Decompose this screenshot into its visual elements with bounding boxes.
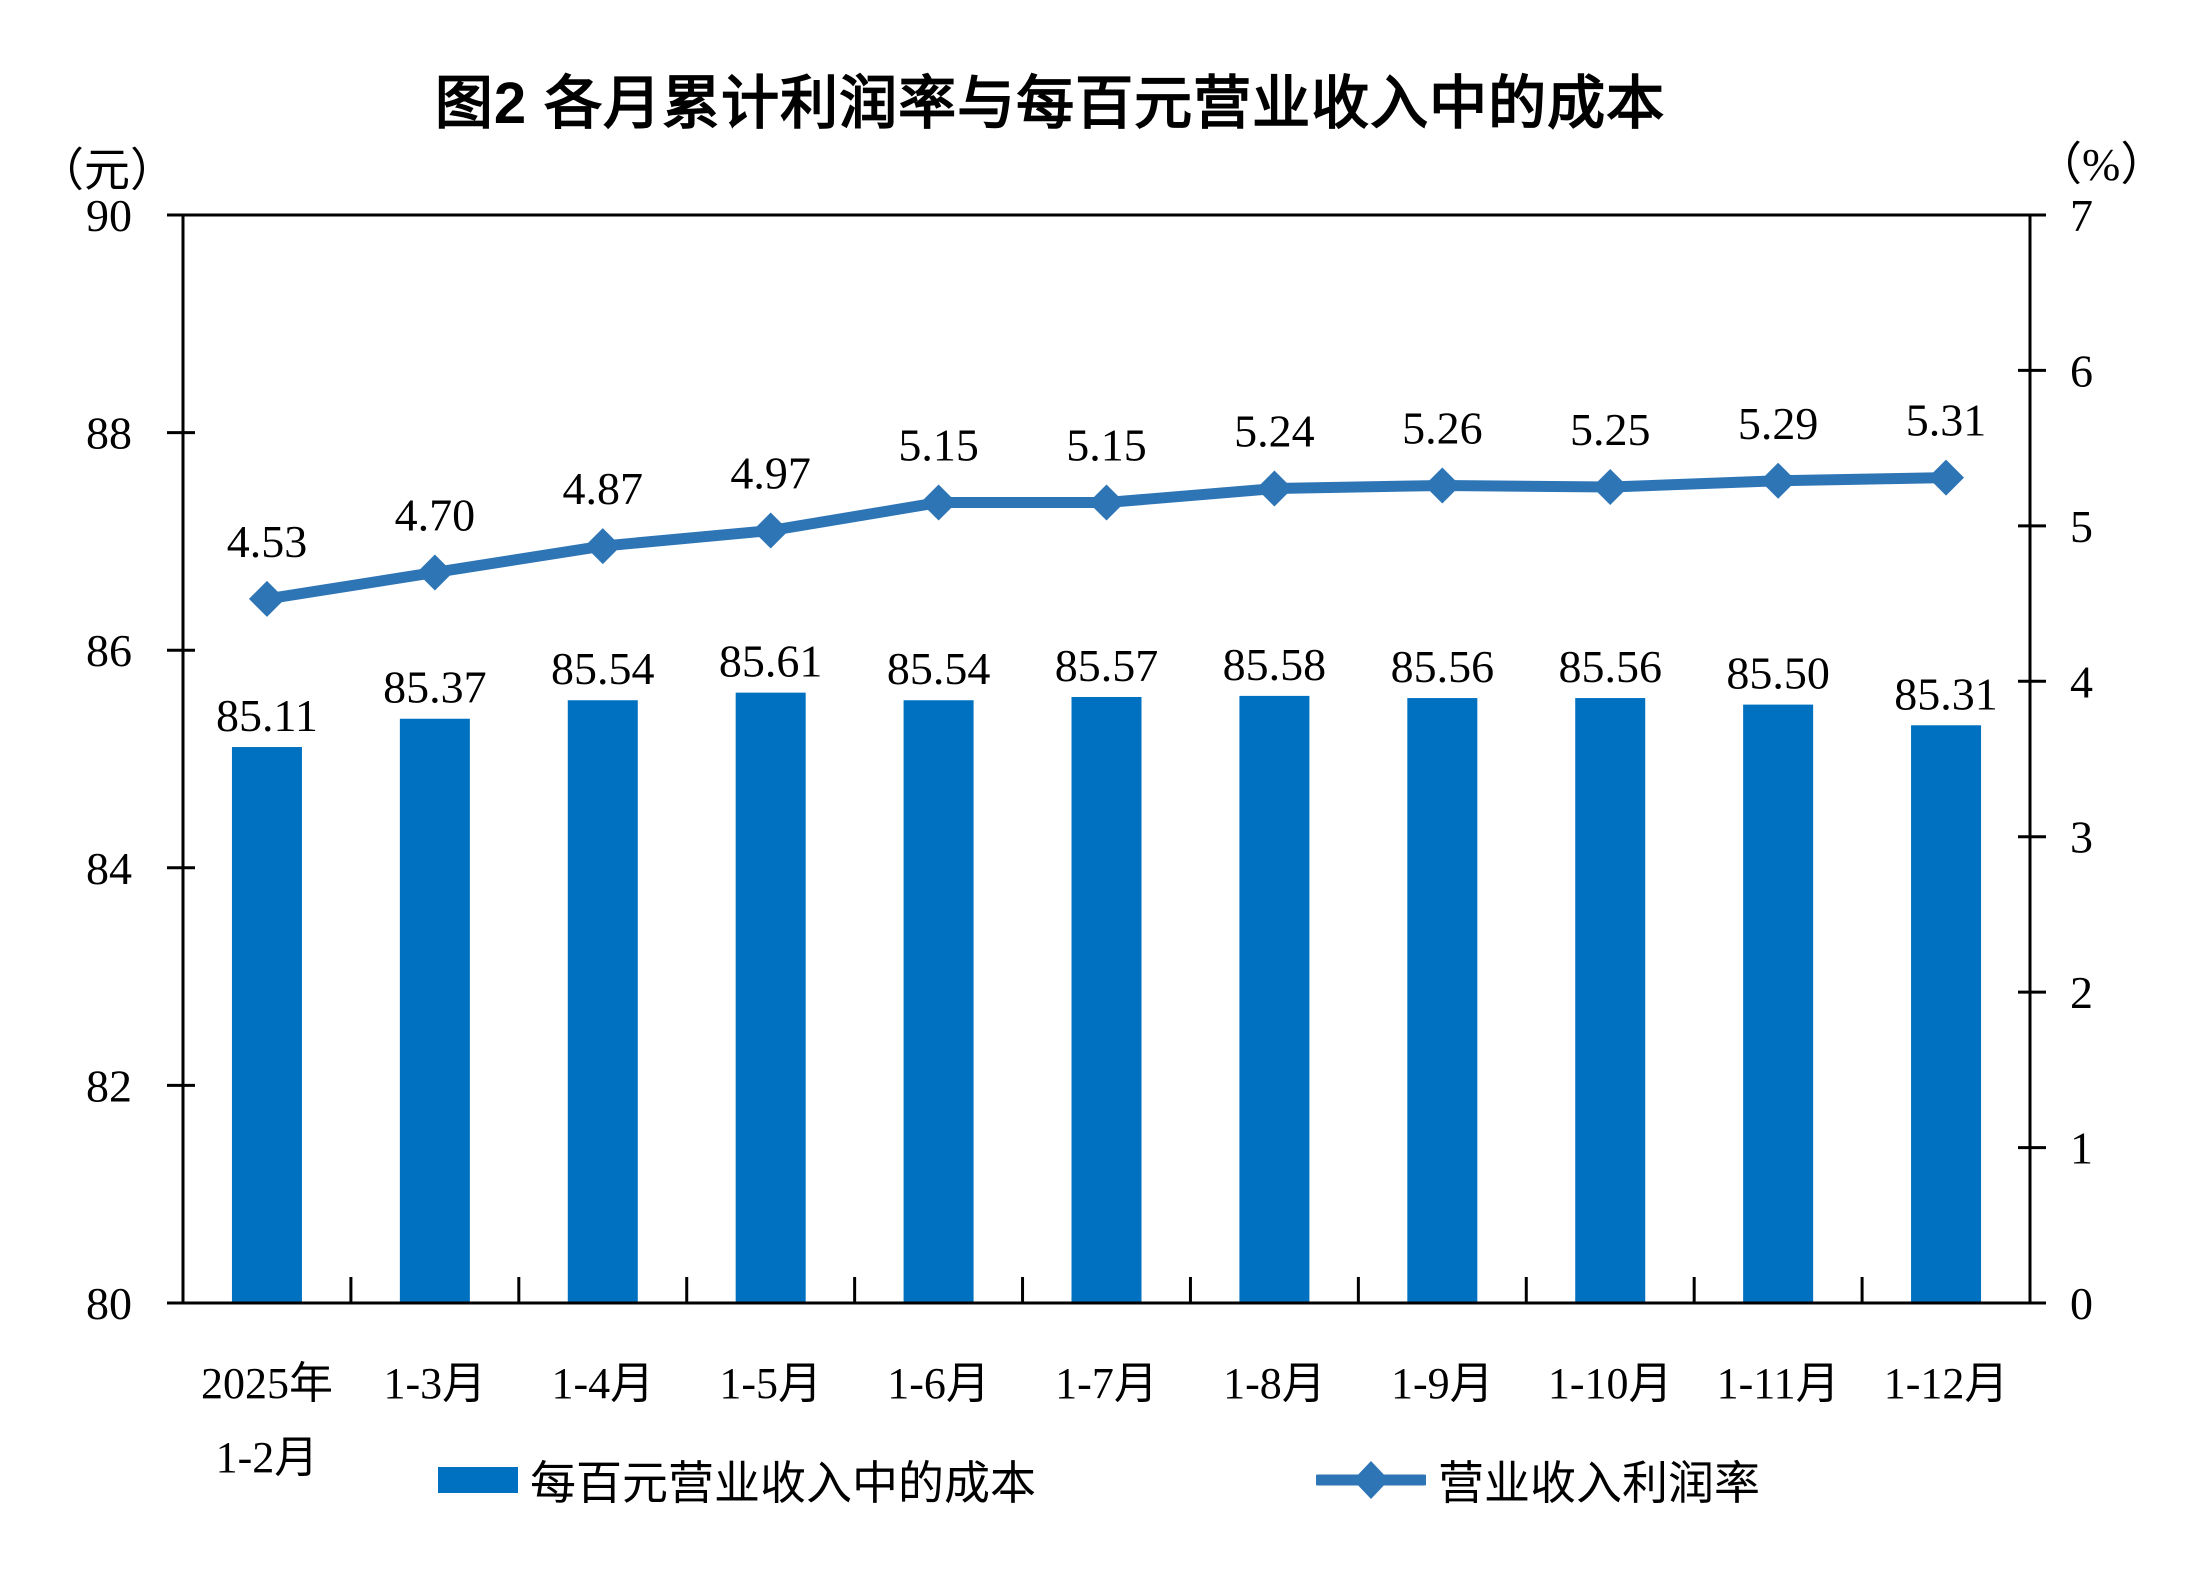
x-axis-label: 2025年 1-2月 bbox=[201, 1359, 333, 1482]
x-axis-label: 1-7月 bbox=[1055, 1359, 1158, 1408]
cost-bar-label: 85.50 bbox=[1726, 648, 1830, 699]
profit-line-marker bbox=[416, 554, 453, 591]
x-axis-label: 1-6月 bbox=[887, 1359, 990, 1408]
chart-title: 图2 各月累计利润率与每百元营业收入中的成本 bbox=[434, 71, 1666, 136]
right-axis-unit-label: （%） bbox=[2036, 139, 2167, 190]
left-axis-tick-label: 88 bbox=[86, 408, 132, 459]
right-axis-tick-label: 1 bbox=[2070, 1123, 2093, 1174]
cost-bar-label: 85.54 bbox=[551, 643, 655, 694]
x-axis-label: 1-11月 bbox=[1717, 1359, 1840, 1408]
right-axis-tick-label: 2 bbox=[2070, 967, 2093, 1018]
cost-bar bbox=[903, 700, 974, 1303]
cost-bar-label: 85.56 bbox=[1391, 641, 1495, 692]
legend-label-cost: 每百元营业收入中的成本 bbox=[530, 1458, 1036, 1509]
right-axis-tick-label: 3 bbox=[2070, 812, 2093, 863]
profit-line-label: 5.31 bbox=[1906, 395, 1987, 446]
x-axis-label: 1-10月 bbox=[1548, 1359, 1673, 1408]
line-legend-marker-icon bbox=[1316, 1461, 1426, 1499]
profit-line-label: 5.26 bbox=[1402, 402, 1483, 453]
plot-frame bbox=[181, 213, 2032, 1305]
profit-line-marker bbox=[1592, 469, 1629, 505]
profit-line-label: 4.53 bbox=[227, 516, 308, 567]
x-axis-label: 1-3月 bbox=[384, 1359, 487, 1408]
profit-line-label: 4.87 bbox=[563, 463, 644, 514]
profit-line-marker bbox=[1928, 459, 1965, 496]
cost-bar bbox=[1407, 698, 1478, 1303]
profit-line-label: 5.15 bbox=[1066, 420, 1147, 471]
left-axis-tick-label: 90 bbox=[86, 190, 132, 241]
left-axis-tick-label: 84 bbox=[86, 843, 132, 894]
legend-item-profit: 营业收入利润率 bbox=[1316, 1452, 1760, 1509]
profit-line-label: 5.29 bbox=[1738, 398, 1819, 449]
profit-line-label: 4.70 bbox=[395, 489, 476, 540]
cost-bar-label: 85.31 bbox=[1894, 668, 1998, 719]
cost-bar bbox=[1071, 696, 1142, 1303]
profit-line-marker bbox=[920, 484, 957, 521]
right-axis-tick-label: 6 bbox=[2070, 345, 2093, 396]
profit-line-marker bbox=[248, 580, 285, 617]
cost-bar bbox=[567, 700, 638, 1303]
cost-bar-label: 85.57 bbox=[1055, 640, 1159, 691]
profit-line-label: 4.97 bbox=[730, 448, 811, 499]
right-axis-tick-label: 0 bbox=[2070, 1278, 2093, 1329]
profit-line-marker bbox=[584, 528, 621, 565]
cost-bar bbox=[1239, 695, 1310, 1303]
cost-bar bbox=[399, 718, 470, 1303]
profit-line-marker bbox=[1760, 462, 1797, 499]
cost-bar bbox=[1575, 698, 1646, 1303]
profit-line-marker bbox=[752, 512, 789, 549]
profit-line-label: 5.25 bbox=[1570, 404, 1651, 455]
x-axis-label: 1-9月 bbox=[1391, 1359, 1494, 1408]
x-axis-label: 1-12月 bbox=[1884, 1359, 2009, 1408]
legend-label-profit: 营业收入利润率 bbox=[1438, 1458, 1760, 1509]
cost-bar-label: 85.37 bbox=[383, 662, 487, 713]
cost-bar bbox=[1743, 704, 1814, 1303]
profit-line-marker bbox=[1424, 467, 1461, 504]
right-axis-tick-label: 7 bbox=[2070, 190, 2093, 241]
cost-bar bbox=[735, 692, 806, 1303]
cost-bar bbox=[231, 747, 302, 1303]
cost-bar-label: 85.54 bbox=[887, 643, 991, 694]
profit-line-label: 5.24 bbox=[1234, 406, 1315, 457]
left-axis-tick-label: 82 bbox=[86, 1060, 132, 1111]
legend-item-cost: 每百元营业收入中的成本 bbox=[438, 1452, 1036, 1509]
left-axis-tick-label: 80 bbox=[86, 1278, 132, 1329]
profit-line-label: 5.15 bbox=[898, 420, 979, 471]
left-axis-unit-label: （元） bbox=[38, 145, 176, 196]
bar-legend-swatch-icon bbox=[438, 1467, 518, 1493]
cost-bar-label: 85.61 bbox=[719, 636, 823, 687]
right-axis-tick-label: 5 bbox=[2070, 501, 2093, 552]
cost-bar-label: 85.56 bbox=[1558, 641, 1662, 692]
x-axis-label: 1-8月 bbox=[1223, 1359, 1326, 1408]
cost-bar-label: 85.11 bbox=[216, 690, 318, 741]
x-axis-label: 1-5月 bbox=[719, 1359, 822, 1408]
profit-line-marker bbox=[1088, 484, 1125, 521]
right-axis-tick-label: 4 bbox=[2070, 656, 2093, 707]
left-axis-tick-label: 86 bbox=[86, 625, 132, 676]
profit-line-marker bbox=[1256, 470, 1293, 507]
x-axis-label: 1-4月 bbox=[551, 1359, 654, 1408]
cost-bar bbox=[1911, 725, 1982, 1303]
cost-bar-label: 85.58 bbox=[1223, 639, 1327, 690]
